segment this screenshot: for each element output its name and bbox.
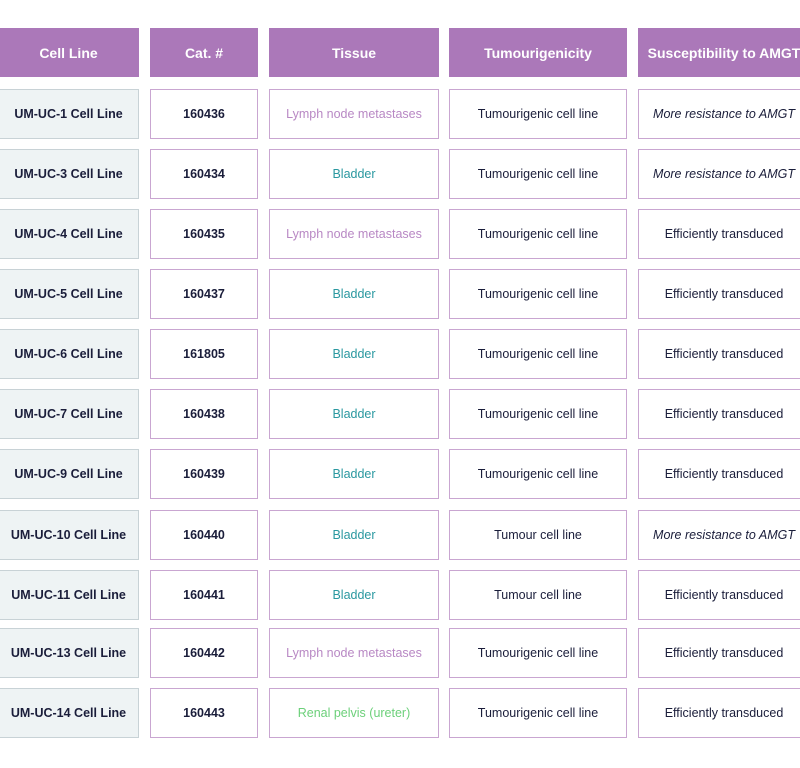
cell-susceptibility: Efficiently transduced bbox=[638, 449, 800, 499]
cell-cell-line: UM-UC-4 Cell Line bbox=[0, 209, 139, 259]
cell-cat-number: 160437 bbox=[150, 269, 258, 319]
cell-tumourigenicity: Tumourigenic cell line bbox=[449, 269, 627, 319]
cell-susceptibility: Efficiently transduced bbox=[638, 269, 800, 319]
header-cell-line: Cell Line bbox=[0, 28, 139, 77]
cell-cat-number: 160435 bbox=[150, 209, 258, 259]
cell-cat-number: 160442 bbox=[150, 628, 258, 678]
cell-tumourigenicity: Tumour cell line bbox=[449, 570, 627, 620]
cell-cell-line: UM-UC-10 Cell Line bbox=[0, 510, 139, 560]
cell-tumourigenicity: Tumourigenic cell line bbox=[449, 89, 627, 139]
cell-tissue: Lymph node metastases bbox=[269, 89, 439, 139]
cell-susceptibility: More resistance to AMGT bbox=[638, 510, 800, 560]
cell-cat-number: 160434 bbox=[150, 149, 258, 199]
cell-tissue: Bladder bbox=[269, 269, 439, 319]
cell-cell-line: UM-UC-3 Cell Line bbox=[0, 149, 139, 199]
cell-cell-line: UM-UC-11 Cell Line bbox=[0, 570, 139, 620]
cell-cell-line: UM-UC-1 Cell Line bbox=[0, 89, 139, 139]
cell-tissue: Lymph node metastases bbox=[269, 628, 439, 678]
cell-tumourigenicity: Tumourigenic cell line bbox=[449, 688, 627, 738]
cell-tumourigenicity: Tumourigenic cell line bbox=[449, 149, 627, 199]
cell-susceptibility: Efficiently transduced bbox=[638, 628, 800, 678]
cell-tissue: Renal pelvis (ureter) bbox=[269, 688, 439, 738]
header-tumourigenicity: Tumourigenicity bbox=[449, 28, 627, 77]
header-tissue: Tissue bbox=[269, 28, 439, 77]
cell-tumourigenicity: Tumourigenic cell line bbox=[449, 628, 627, 678]
header-susceptibility: Susceptibility to AMGT bbox=[638, 28, 800, 77]
cell-cat-number: 160438 bbox=[150, 389, 258, 439]
cell-tumourigenicity: Tumour cell line bbox=[449, 510, 627, 560]
cell-tissue: Bladder bbox=[269, 149, 439, 199]
cell-cell-line: UM-UC-13 Cell Line bbox=[0, 628, 139, 678]
cell-cell-line: UM-UC-9 Cell Line bbox=[0, 449, 139, 499]
cell-tumourigenicity: Tumourigenic cell line bbox=[449, 209, 627, 259]
cell-cat-number: 161805 bbox=[150, 329, 258, 379]
cell-tissue: Bladder bbox=[269, 389, 439, 439]
cell-susceptibility: Efficiently transduced bbox=[638, 570, 800, 620]
cell-tissue: Bladder bbox=[269, 329, 439, 379]
cell-cell-line: UM-UC-7 Cell Line bbox=[0, 389, 139, 439]
cell-susceptibility: Efficiently transduced bbox=[638, 209, 800, 259]
cell-tissue: Bladder bbox=[269, 449, 439, 499]
cell-cat-number: 160441 bbox=[150, 570, 258, 620]
cell-cell-line: UM-UC-14 Cell Line bbox=[0, 688, 139, 738]
cell-cat-number: 160439 bbox=[150, 449, 258, 499]
cell-tumourigenicity: Tumourigenic cell line bbox=[449, 449, 627, 499]
cell-cat-number: 160443 bbox=[150, 688, 258, 738]
cell-cell-line: UM-UC-5 Cell Line bbox=[0, 269, 139, 319]
cell-tissue: Bladder bbox=[269, 570, 439, 620]
cell-susceptibility: More resistance to AMGT bbox=[638, 149, 800, 199]
cell-susceptibility: More resistance to AMGT bbox=[638, 89, 800, 139]
header-cat-number: Cat. # bbox=[150, 28, 258, 77]
cell-cat-number: 160440 bbox=[150, 510, 258, 560]
cell-tissue: Bladder bbox=[269, 510, 439, 560]
cell-tumourigenicity: Tumourigenic cell line bbox=[449, 329, 627, 379]
cell-susceptibility: Efficiently transduced bbox=[638, 329, 800, 379]
cell-susceptibility: Efficiently transduced bbox=[638, 389, 800, 439]
cell-susceptibility: Efficiently transduced bbox=[638, 688, 800, 738]
cell-cat-number: 160436 bbox=[150, 89, 258, 139]
cell-tumourigenicity: Tumourigenic cell line bbox=[449, 389, 627, 439]
cell-tissue: Lymph node metastases bbox=[269, 209, 439, 259]
cell-cell-line: UM-UC-6 Cell Line bbox=[0, 329, 139, 379]
